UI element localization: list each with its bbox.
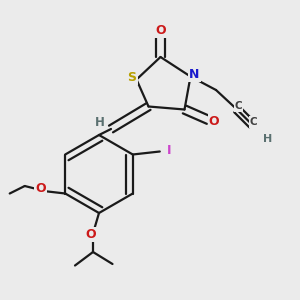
Text: N: N: [189, 68, 200, 81]
Text: O: O: [208, 115, 219, 128]
Text: C: C: [235, 101, 242, 111]
Text: I: I: [167, 144, 171, 158]
Text: S: S: [128, 70, 136, 84]
Text: C: C: [250, 117, 257, 127]
Text: H: H: [263, 134, 272, 144]
Text: O: O: [35, 182, 46, 195]
Text: H: H: [95, 116, 104, 130]
Text: O: O: [85, 228, 96, 241]
Text: O: O: [155, 23, 166, 37]
